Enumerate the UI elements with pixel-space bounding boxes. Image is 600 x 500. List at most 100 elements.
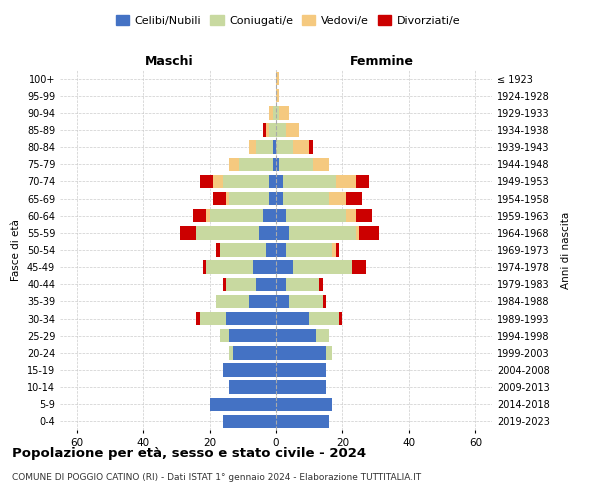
Bar — [269, 124, 276, 136]
Bar — [276, 174, 283, 188]
Bar — [223, 278, 226, 291]
Bar — [276, 192, 283, 205]
Bar — [316, 329, 329, 342]
Bar — [200, 312, 226, 326]
Bar — [276, 89, 280, 102]
Y-axis label: Anni di nascita: Anni di nascita — [561, 212, 571, 288]
Bar — [220, 329, 229, 342]
Bar — [200, 174, 213, 188]
Bar — [209, 209, 263, 222]
Bar — [263, 209, 276, 222]
Bar — [276, 226, 289, 239]
Bar — [226, 278, 256, 291]
Text: COMUNE DI POGGIO CATINO (RI) - Dati ISTAT 1° gennaio 2024 - Elaborazione TUTTITA: COMUNE DI POGGIO CATINO (RI) - Dati ISTA… — [12, 472, 421, 482]
Bar — [272, 106, 276, 120]
Bar — [220, 244, 266, 256]
Bar — [323, 294, 326, 308]
Bar — [326, 346, 332, 360]
Bar — [276, 294, 289, 308]
Bar — [193, 209, 206, 222]
Bar — [346, 209, 356, 222]
Bar — [266, 124, 269, 136]
Bar — [213, 192, 226, 205]
Bar — [250, 294, 276, 308]
Bar — [226, 192, 229, 205]
Bar — [289, 294, 323, 308]
Bar — [276, 106, 280, 120]
Bar — [283, 192, 329, 205]
Bar — [276, 380, 326, 394]
Bar — [309, 140, 313, 154]
Bar — [356, 209, 373, 222]
Bar — [276, 278, 286, 291]
Bar — [269, 174, 276, 188]
Bar — [229, 329, 276, 342]
Bar — [339, 312, 343, 326]
Bar — [336, 174, 356, 188]
Bar — [286, 124, 299, 136]
Bar — [250, 140, 256, 154]
Bar — [269, 106, 272, 120]
Bar — [276, 414, 329, 428]
Bar — [229, 192, 269, 205]
Bar — [276, 140, 293, 154]
Bar — [226, 312, 276, 326]
Bar — [276, 124, 286, 136]
Bar — [229, 380, 276, 394]
Bar — [359, 226, 379, 239]
Bar — [203, 260, 206, 274]
Bar — [332, 244, 336, 256]
Bar — [206, 260, 253, 274]
Bar — [206, 209, 209, 222]
Bar — [223, 414, 276, 428]
Bar — [266, 244, 276, 256]
Bar — [253, 260, 276, 274]
Bar — [286, 278, 319, 291]
Bar — [216, 244, 220, 256]
Bar — [286, 244, 332, 256]
Bar — [356, 226, 359, 239]
Bar — [356, 174, 369, 188]
Bar — [256, 140, 272, 154]
Bar — [196, 312, 200, 326]
Bar — [352, 260, 366, 274]
Bar — [269, 192, 276, 205]
Bar — [223, 364, 276, 376]
Bar — [256, 278, 276, 291]
Bar — [223, 174, 269, 188]
Bar — [309, 312, 339, 326]
Bar — [313, 158, 329, 171]
Text: Femmine: Femmine — [350, 56, 415, 68]
Bar — [276, 72, 280, 86]
Text: Maschi: Maschi — [145, 56, 194, 68]
Bar — [276, 158, 280, 171]
Bar — [276, 329, 316, 342]
Bar — [229, 346, 233, 360]
Bar — [283, 174, 336, 188]
Bar — [276, 312, 309, 326]
Bar — [239, 158, 272, 171]
Bar — [276, 346, 326, 360]
Y-axis label: Fasce di età: Fasce di età — [11, 219, 21, 281]
Bar — [272, 140, 276, 154]
Bar — [276, 244, 286, 256]
Bar — [216, 294, 250, 308]
Bar — [229, 158, 239, 171]
Bar — [280, 158, 313, 171]
Bar — [289, 226, 356, 239]
Bar — [280, 106, 289, 120]
Bar — [213, 174, 223, 188]
Bar — [293, 140, 309, 154]
Bar — [286, 209, 346, 222]
Bar — [276, 260, 293, 274]
Bar — [272, 158, 276, 171]
Bar — [346, 192, 362, 205]
Bar — [209, 398, 276, 411]
Bar — [263, 124, 266, 136]
Bar — [336, 244, 339, 256]
Bar — [319, 278, 323, 291]
Bar — [196, 226, 259, 239]
Legend: Celibi/Nubili, Coniugati/e, Vedovi/e, Divorziati/e: Celibi/Nubili, Coniugati/e, Vedovi/e, Di… — [112, 10, 464, 30]
Bar — [233, 346, 276, 360]
Bar — [276, 398, 332, 411]
